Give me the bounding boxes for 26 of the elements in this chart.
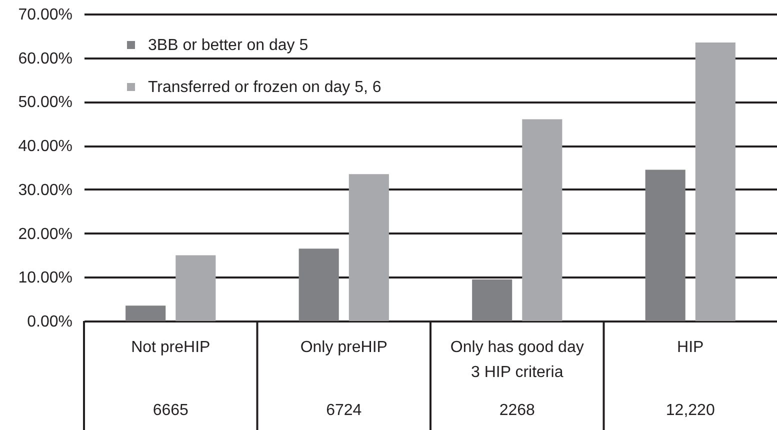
y-tick-label: 70.00% — [18, 6, 72, 24]
y-tick-label: 20.00% — [18, 226, 72, 243]
y-tick-label: 0.00% — [27, 314, 72, 330]
legend-label: Transferred or frozen on day 5, 6 — [148, 79, 382, 96]
x-tick-label: Not preHIP — [131, 339, 210, 356]
bar — [472, 279, 512, 321]
y-tick-label: 60.00% — [18, 50, 72, 68]
bar — [176, 255, 216, 321]
text: 2268 — [499, 402, 536, 419]
bar — [298, 248, 339, 321]
text: 6724 — [326, 402, 362, 419]
text: 12,220 — [666, 402, 715, 419]
y-tick-label: 40.00% — [18, 138, 72, 156]
legend-label: 3BB or better on day 5 — [148, 37, 308, 54]
y-tick-label: 50.00% — [18, 94, 72, 112]
x-tick-label: HIP — [677, 339, 704, 356]
x-tick-label: Only has good day 3 HIP criteria — [450, 339, 584, 381]
bar — [645, 170, 686, 321]
bar — [348, 174, 389, 321]
y-tick-label: 30.00% — [18, 182, 72, 199]
bar — [126, 306, 166, 321]
y-tick-label: 10.00% — [18, 270, 72, 287]
x-tick-label: Only preHIP — [300, 339, 388, 356]
text: 6665 — [152, 402, 189, 419]
bar — [695, 42, 736, 321]
bar — [522, 119, 562, 321]
